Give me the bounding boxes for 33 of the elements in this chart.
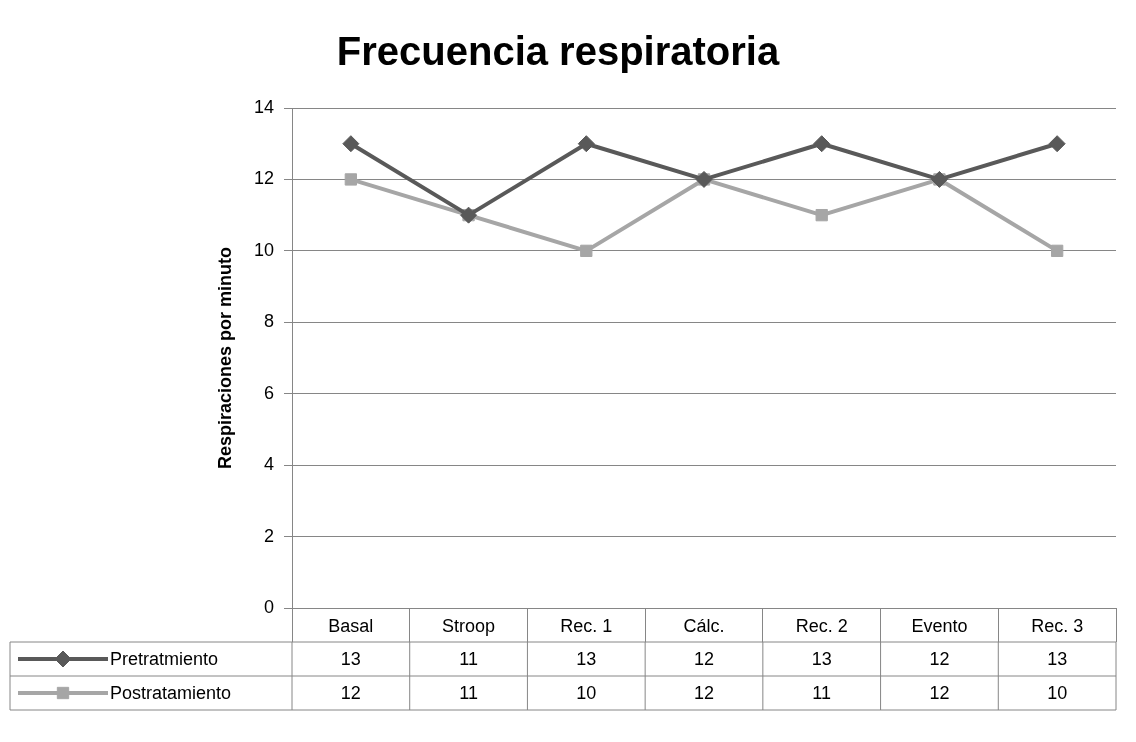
y-tick-label: 12 xyxy=(253,168,274,189)
data-label: 11 xyxy=(812,682,832,703)
data-label: 12 xyxy=(693,648,715,669)
data-label: 12 xyxy=(693,682,715,703)
legend-label: Pretratmiento xyxy=(110,648,219,669)
data-label: 13 xyxy=(811,648,832,669)
data-label: 12 xyxy=(929,682,950,703)
y-tick-label: 8 xyxy=(263,311,274,332)
y-tick-label: 2 xyxy=(263,525,274,546)
data-label: 13 xyxy=(1047,648,1068,669)
x-tick-label: Rec. 1 xyxy=(560,615,613,636)
data-label: 11 xyxy=(459,682,478,703)
y-tick-label: 14 xyxy=(253,96,274,117)
x-tick-label: Basal xyxy=(328,615,374,636)
data-label: 10 xyxy=(1047,682,1068,703)
x-tick-label: Rec. 3 xyxy=(1031,615,1084,636)
y-tick-label: 10 xyxy=(253,239,274,260)
legend-label: Postratamiento xyxy=(110,682,232,703)
data-label: 11 xyxy=(459,648,478,669)
x-tick-label: Rec. 2 xyxy=(795,615,848,636)
chart-title: Frecuencia respiratoria xyxy=(336,29,780,74)
x-tick-label: Stroop xyxy=(442,615,496,636)
y-tick-label: 6 xyxy=(263,382,274,403)
x-tick-label: Evento xyxy=(911,615,968,636)
x-tick-label: Cálc. xyxy=(683,615,725,636)
data-label: 13 xyxy=(340,648,361,669)
y-axis-title: Respiraciones por minuto xyxy=(214,246,235,470)
data-label: 13 xyxy=(576,648,597,669)
y-tick-label: 0 xyxy=(263,596,274,617)
y-tick-label: 4 xyxy=(263,454,274,475)
data-label: 12 xyxy=(340,682,361,703)
data-label: 10 xyxy=(576,682,597,703)
data-label: 12 xyxy=(929,648,950,669)
